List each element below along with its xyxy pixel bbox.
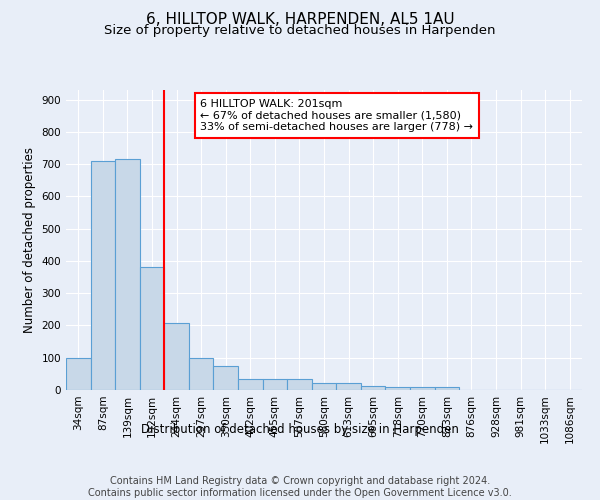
Text: 6, HILLTOP WALK, HARPENDEN, AL5 1AU: 6, HILLTOP WALK, HARPENDEN, AL5 1AU xyxy=(146,12,454,28)
Bar xyxy=(385,387,410,390)
Text: Size of property relative to detached houses in Harpenden: Size of property relative to detached ho… xyxy=(104,24,496,37)
Bar xyxy=(164,323,189,390)
Bar xyxy=(336,383,361,390)
Text: Contains HM Land Registry data © Crown copyright and database right 2024.
Contai: Contains HM Land Registry data © Crown c… xyxy=(88,476,512,498)
Bar xyxy=(66,358,91,390)
Text: Distribution of detached houses by size in Harpenden: Distribution of detached houses by size … xyxy=(141,422,459,436)
Text: 6 HILLTOP WALK: 201sqm
← 67% of detached houses are smaller (1,580)
33% of semi-: 6 HILLTOP WALK: 201sqm ← 67% of detached… xyxy=(200,99,473,132)
Bar xyxy=(91,161,115,390)
Bar xyxy=(263,378,287,390)
Bar xyxy=(434,387,459,390)
Y-axis label: Number of detached properties: Number of detached properties xyxy=(23,147,36,333)
Bar xyxy=(238,378,263,390)
Bar xyxy=(312,383,336,390)
Bar xyxy=(287,378,312,390)
Bar xyxy=(140,268,164,390)
Bar xyxy=(115,160,140,390)
Bar xyxy=(214,366,238,390)
Bar xyxy=(189,358,214,390)
Bar xyxy=(410,387,434,390)
Bar xyxy=(361,386,385,390)
